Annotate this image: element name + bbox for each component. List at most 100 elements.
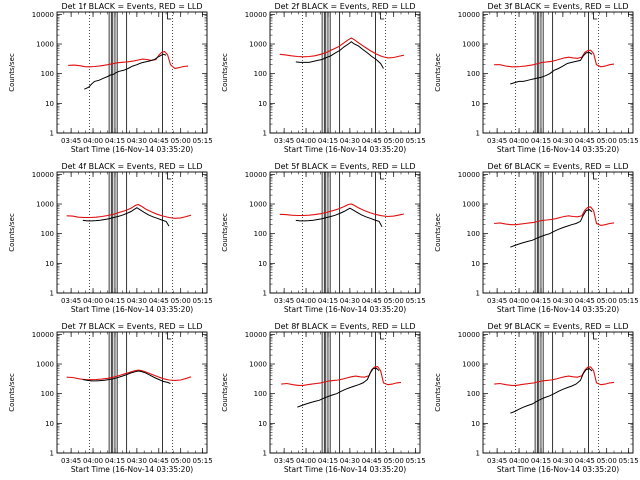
chart-title: Det 4f BLACK = Events, RED = LLD xyxy=(61,162,202,171)
attenuator-marker xyxy=(167,172,172,180)
x-tick-label: 04:45 xyxy=(149,457,169,465)
y-tick-label: 1000 xyxy=(249,361,267,369)
x-tick-label: 04:15 xyxy=(105,137,125,145)
lld-series-line xyxy=(494,49,615,68)
x-tick-label: 04:30 xyxy=(127,297,147,305)
events-series-line xyxy=(510,368,593,414)
x-tick-label: 03:45 xyxy=(487,457,507,465)
x-tick-label: 04:00 xyxy=(83,297,103,305)
chart-svg: Det 8f BLACK = Events, RED = LLD Counts/s… xyxy=(221,322,426,474)
y-tick-label: 1000 xyxy=(36,201,54,209)
chart-svg: Det 4f BLACK = Events, RED = LLD Counts/s… xyxy=(8,162,213,314)
y-tick-label: 1 xyxy=(50,130,54,138)
lld-series-line xyxy=(66,203,192,219)
y-tick-label: 10 xyxy=(45,260,54,268)
y-tick-label: 10 xyxy=(471,260,480,268)
x-tick-label: 04:45 xyxy=(362,297,382,305)
x-tick-label: 04:45 xyxy=(149,137,169,145)
detector-panel-4: Det 4f BLACK = Events, RED = LLD Counts/s… xyxy=(0,160,213,320)
detector-panel-8: Det 8f BLACK = Events, RED = LLD Counts/s… xyxy=(213,320,426,480)
detector-panel-9: Det 9f BLACK = Events, RED = LLD Counts/s… xyxy=(426,320,639,480)
x-tick-label: 04:30 xyxy=(340,137,360,145)
attenuator-marker xyxy=(593,12,598,20)
lld-series-line xyxy=(66,369,192,381)
lld-series-line xyxy=(279,37,405,59)
lld-series-line xyxy=(281,366,402,386)
lld-series-line xyxy=(279,203,405,218)
x-tick-label: 05:15 xyxy=(193,457,213,465)
x-axis-label: Start Time (16-Nov-14 03:35:20) xyxy=(71,465,193,474)
plot-frame xyxy=(56,171,208,294)
x-tick-label: 04:15 xyxy=(318,297,338,305)
x-tick-label: 05:15 xyxy=(619,457,639,465)
y-tick-label: 1000 xyxy=(36,361,54,369)
chart-svg: Det 6f BLACK = Events, RED = LLD Counts/s… xyxy=(434,162,639,314)
y-tick-label: 1 xyxy=(476,130,480,138)
y-axis-label: Counts/sec xyxy=(8,53,16,92)
detector-panel-1: Det 1f BLACK = Events, RED = LLD Counts/s… xyxy=(0,0,213,160)
x-tick-label: 04:15 xyxy=(531,297,551,305)
y-tick-label: 10 xyxy=(471,420,480,428)
events-series-line xyxy=(510,209,593,248)
x-tick-label: 03:45 xyxy=(61,137,81,145)
x-tick-label: 05:00 xyxy=(171,457,191,465)
events-series-line xyxy=(510,51,593,85)
chart-title: Det 6f BLACK = Events, RED = LLD xyxy=(487,162,628,171)
y-tick-label: 1 xyxy=(263,130,267,138)
x-tick-label: 03:45 xyxy=(487,137,507,145)
y-tick-label: 1 xyxy=(263,290,267,298)
x-axis-label: Start Time (16-Nov-14 03:35:20) xyxy=(71,305,193,314)
x-tick-label: 04:30 xyxy=(340,297,360,305)
x-tick-label: 04:15 xyxy=(105,297,125,305)
x-tick-label: 03:45 xyxy=(487,297,507,305)
plot-frame xyxy=(269,11,421,134)
x-axis-label: Start Time (16-Nov-14 03:35:20) xyxy=(497,305,619,314)
plot-frame xyxy=(482,171,634,294)
y-tick-label: 10000 xyxy=(458,331,480,339)
chart-svg: Det 5f BLACK = Events, RED = LLD Counts/s… xyxy=(221,162,426,314)
attenuator-marker xyxy=(167,332,172,340)
y-axis-label: Counts/sec xyxy=(434,53,442,92)
plot-frame xyxy=(482,331,634,454)
x-tick-label: 04:30 xyxy=(553,297,573,305)
attenuator-marker xyxy=(593,172,598,180)
events-series-line xyxy=(295,41,384,69)
chart-title: Det 2f BLACK = Events, RED = LLD xyxy=(274,2,415,11)
x-axis-label: Start Time (16-Nov-14 03:35:20) xyxy=(284,145,406,154)
x-tick-label: 04:45 xyxy=(575,137,595,145)
chart-svg: Det 2f BLACK = Events, RED = LLD Counts/s… xyxy=(221,2,426,154)
y-tick-label: 100 xyxy=(41,390,54,398)
attenuator-marker xyxy=(380,12,385,20)
x-tick-label: 04:45 xyxy=(575,457,595,465)
x-tick-label: 05:15 xyxy=(406,137,426,145)
x-tick-label: 05:00 xyxy=(171,297,191,305)
chart-title: Det 9f BLACK = Events, RED = LLD xyxy=(487,322,628,331)
x-tick-label: 04:00 xyxy=(296,137,316,145)
x-tick-label: 05:00 xyxy=(384,137,404,145)
plot-frame xyxy=(269,171,421,294)
y-tick-label: 100 xyxy=(254,70,267,78)
attenuator-marker xyxy=(380,332,385,340)
attenuator-marker xyxy=(167,12,172,20)
x-axis-label: Start Time (16-Nov-14 03:35:20) xyxy=(497,145,619,154)
x-axis-label: Start Time (16-Nov-14 03:35:20) xyxy=(284,305,406,314)
x-tick-label: 03:45 xyxy=(274,137,294,145)
x-axis-label: Start Time (16-Nov-14 03:35:20) xyxy=(497,465,619,474)
x-tick-label: 04:00 xyxy=(509,457,529,465)
y-tick-label: 1000 xyxy=(36,41,54,49)
x-tick-label: 03:45 xyxy=(274,297,294,305)
x-axis-label: Start Time (16-Nov-14 03:35:20) xyxy=(71,145,193,154)
x-tick-label: 04:30 xyxy=(340,457,360,465)
x-tick-label: 04:00 xyxy=(296,457,316,465)
x-tick-label: 05:15 xyxy=(193,297,213,305)
plot-frame xyxy=(269,331,421,454)
y-tick-label: 100 xyxy=(254,230,267,238)
x-tick-label: 04:30 xyxy=(127,137,147,145)
chart-svg: Det 9f BLACK = Events, RED = LLD Counts/s… xyxy=(434,322,639,474)
x-tick-label: 03:45 xyxy=(61,457,81,465)
plot-frame xyxy=(482,11,634,134)
y-tick-label: 10 xyxy=(45,100,54,108)
y-tick-label: 10 xyxy=(258,100,267,108)
chart-title: Det 8f BLACK = Events, RED = LLD xyxy=(274,322,415,331)
events-series-line xyxy=(82,207,170,227)
